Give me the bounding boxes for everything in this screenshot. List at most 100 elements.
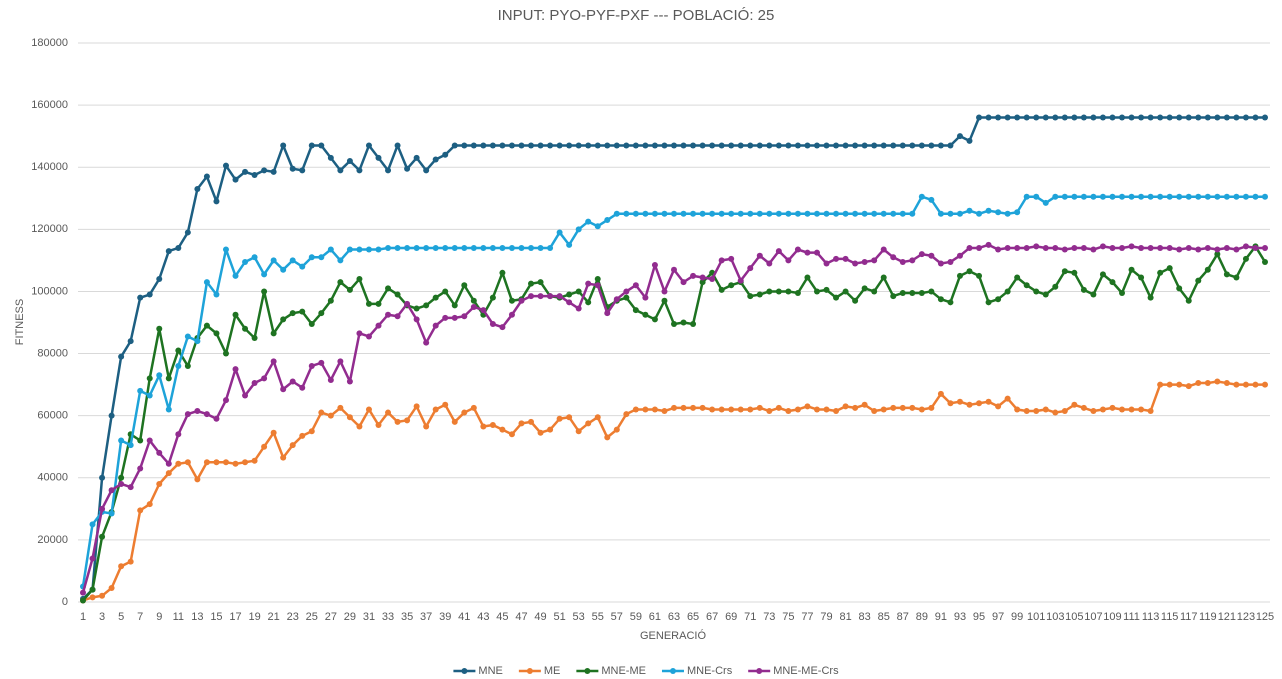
data-point	[1033, 288, 1040, 295]
data-point	[1099, 243, 1106, 250]
data-point	[1071, 401, 1078, 408]
data-point	[318, 142, 325, 149]
data-point	[327, 412, 334, 419]
data-point	[451, 302, 458, 309]
data-point	[937, 260, 944, 267]
data-point	[175, 347, 182, 354]
data-point	[385, 244, 392, 251]
data-point	[842, 210, 849, 217]
data-point	[385, 311, 392, 318]
data-point	[985, 299, 992, 306]
data-point	[585, 280, 592, 287]
data-point	[1204, 244, 1211, 251]
x-tick-label: 47	[515, 611, 527, 623]
data-point	[947, 258, 954, 265]
data-point	[585, 299, 592, 306]
data-point	[1166, 193, 1173, 200]
data-point	[280, 386, 287, 393]
data-point	[1262, 114, 1268, 121]
data-point	[327, 376, 334, 383]
data-point	[385, 285, 392, 292]
data-point	[423, 244, 430, 251]
data-point	[804, 210, 811, 217]
data-point	[1176, 285, 1183, 292]
data-point	[1166, 114, 1173, 121]
data-point	[747, 210, 754, 217]
data-point	[613, 296, 620, 303]
data-point	[508, 311, 515, 318]
data-point	[1004, 114, 1011, 121]
legend-label: MNE	[478, 665, 502, 677]
data-point	[966, 207, 973, 214]
data-point	[1014, 114, 1021, 121]
x-tick-label: 13	[191, 611, 203, 623]
x-tick-label: 123	[1237, 611, 1255, 623]
data-point	[1023, 114, 1030, 121]
data-point	[489, 294, 496, 301]
data-point	[1071, 193, 1078, 200]
data-point	[1080, 193, 1087, 200]
data-point	[623, 288, 630, 295]
data-point	[575, 226, 582, 233]
data-point	[289, 442, 296, 449]
data-point	[1023, 193, 1030, 200]
data-point	[766, 142, 773, 149]
data-point	[785, 408, 792, 415]
data-point	[146, 501, 153, 508]
data-point	[1109, 404, 1116, 411]
x-tick-label: 31	[363, 611, 375, 623]
data-point	[118, 353, 125, 360]
data-point	[785, 288, 792, 295]
x-tick-label: 89	[916, 611, 928, 623]
data-point	[995, 296, 1002, 303]
data-point	[1233, 114, 1240, 121]
data-point	[861, 285, 868, 292]
data-point	[1128, 114, 1135, 121]
data-point	[461, 282, 468, 289]
data-point	[956, 133, 963, 140]
data-point	[118, 474, 125, 481]
x-tick-label: 41	[458, 611, 470, 623]
x-tick-label: 69	[725, 611, 737, 623]
data-point	[651, 142, 658, 149]
data-point	[899, 289, 906, 296]
data-point	[365, 406, 372, 413]
data-point	[1252, 244, 1259, 251]
data-point	[299, 384, 306, 391]
data-point	[1014, 274, 1021, 281]
data-point	[365, 333, 372, 340]
data-point	[404, 300, 411, 307]
data-point	[156, 372, 163, 379]
data-point	[165, 460, 172, 467]
data-point	[642, 142, 649, 149]
data-point	[137, 387, 144, 394]
data-point	[394, 142, 401, 149]
x-tick-label: 115	[1161, 611, 1179, 623]
data-point	[594, 223, 601, 230]
data-point	[175, 460, 182, 467]
data-point	[604, 217, 611, 224]
data-point	[432, 294, 439, 301]
data-point	[718, 210, 725, 217]
x-tick-label: 71	[744, 611, 756, 623]
data-point	[1242, 381, 1249, 388]
data-point	[718, 257, 725, 264]
data-point	[375, 421, 382, 428]
data-point	[280, 266, 287, 273]
data-point	[1138, 114, 1145, 121]
x-tick-label: 59	[630, 611, 642, 623]
data-point	[1147, 244, 1154, 251]
x-tick-label: 107	[1084, 611, 1102, 623]
data-point	[632, 210, 639, 217]
data-point	[928, 196, 935, 203]
data-point	[747, 293, 754, 300]
x-tick-label: 117	[1180, 611, 1198, 623]
data-point	[737, 406, 744, 413]
data-point	[337, 257, 344, 264]
data-point	[1080, 286, 1087, 293]
data-point	[251, 457, 258, 464]
data-point	[203, 322, 210, 329]
x-tick-label: 15	[210, 611, 222, 623]
data-point	[118, 563, 125, 570]
data-point	[222, 459, 229, 466]
